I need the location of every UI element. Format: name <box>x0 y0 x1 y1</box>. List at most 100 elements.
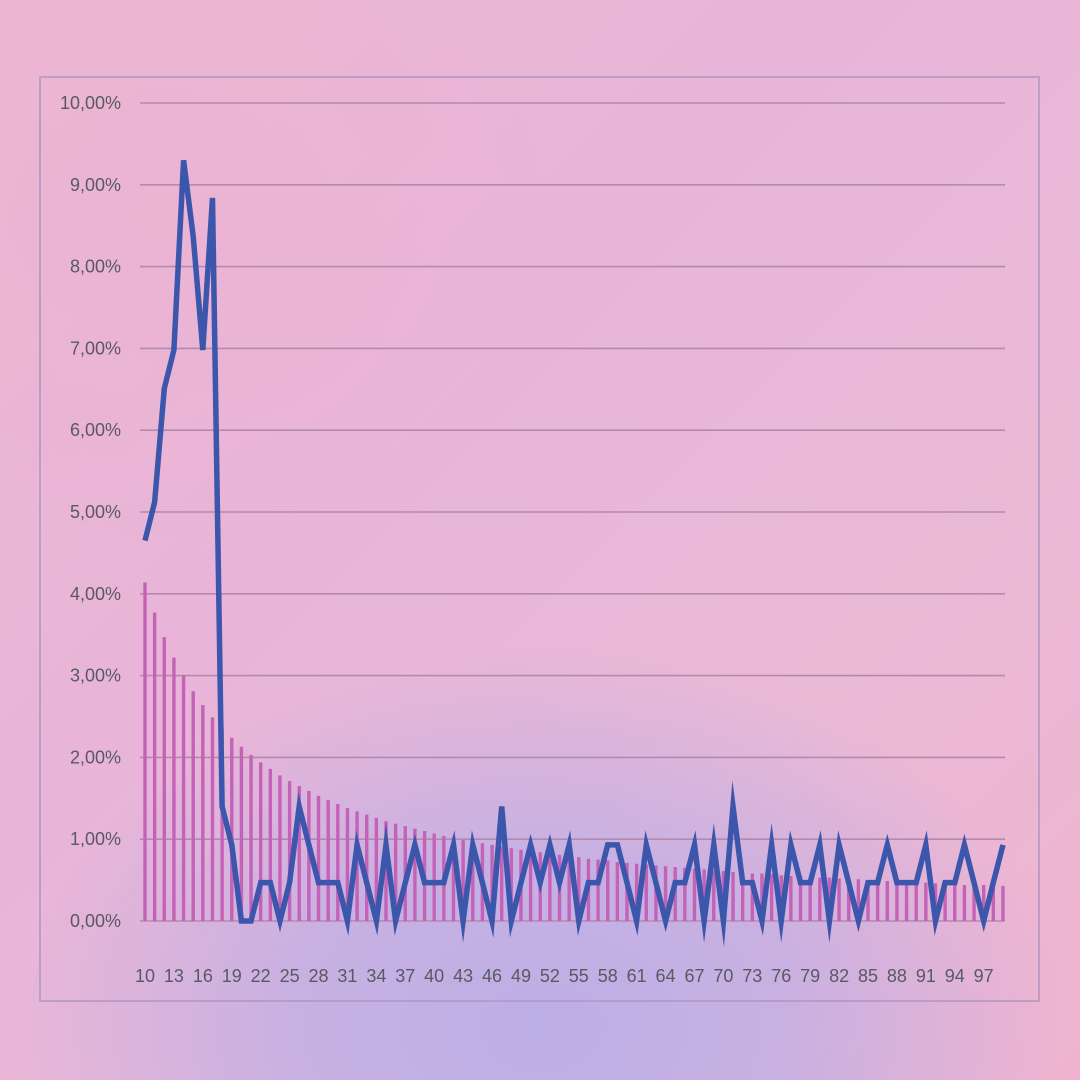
x-tick-label: 97 <box>974 966 994 986</box>
bar <box>943 884 947 921</box>
bar <box>818 877 822 921</box>
x-tick-label: 31 <box>337 966 357 986</box>
x-tick-label: 43 <box>453 966 473 986</box>
chart-frame <box>39 76 1040 1002</box>
bar <box>268 768 273 921</box>
x-tick-label: 25 <box>280 966 300 986</box>
bar <box>451 837 456 921</box>
x-tick-label: 70 <box>713 966 733 986</box>
bar <box>779 875 783 921</box>
bar <box>914 882 918 921</box>
bar <box>287 781 292 921</box>
bar <box>596 859 600 921</box>
bar <box>201 705 205 921</box>
y-tick-label: 2,00% <box>70 747 121 767</box>
bar <box>981 885 986 921</box>
x-tick-label: 79 <box>800 966 820 986</box>
bar <box>577 857 581 921</box>
bar <box>692 868 697 921</box>
bar <box>413 828 417 921</box>
x-tick-label: 10 <box>135 966 155 986</box>
x-tick-label: 16 <box>193 966 213 986</box>
bar <box>875 880 880 921</box>
bar <box>760 873 764 921</box>
line-series-path <box>142 159 1006 948</box>
bar <box>230 737 234 921</box>
x-tick-label: 28 <box>309 966 329 986</box>
bar <box>384 821 388 921</box>
bar <box>615 862 620 921</box>
bar <box>181 675 186 921</box>
bar <box>220 727 224 921</box>
x-tick-label: 61 <box>627 966 647 986</box>
x-tick-label: 46 <box>482 966 502 986</box>
bar <box>509 848 514 921</box>
bar <box>316 795 321 921</box>
x-axis-tick-labels: 10 13 16 19 22 25 28 31 34 37 40 43 46 49 52 55 58 61 64 67… <box>135 966 994 986</box>
x-tick-label: 88 <box>887 966 907 986</box>
bar <box>471 841 475 921</box>
bar <box>239 746 244 921</box>
x-tick-label: 85 <box>858 966 878 986</box>
x-tick-label: 73 <box>742 966 762 986</box>
bar <box>673 867 677 921</box>
bar <box>326 799 330 921</box>
y-tick-label: 4,00% <box>70 584 121 604</box>
bar <box>567 856 571 921</box>
bar <box>991 885 996 921</box>
y-tick-label: 7,00% <box>70 338 121 358</box>
bar <box>904 881 909 921</box>
x-tick-label: 37 <box>395 966 415 986</box>
bar <box>143 582 147 921</box>
bar <box>461 840 465 921</box>
x-tick-label: 91 <box>916 966 936 986</box>
bar <box>490 844 494 921</box>
bar <box>278 775 282 921</box>
bar <box>432 833 436 921</box>
bar <box>1001 885 1005 921</box>
bar <box>712 870 716 921</box>
bar <box>740 872 745 921</box>
x-tick-label: 58 <box>598 966 618 986</box>
y-tick-label: 6,00% <box>70 420 121 440</box>
bar <box>258 762 263 921</box>
x-tick-label: 94 <box>945 966 965 986</box>
bar <box>789 876 793 921</box>
bar <box>885 880 889 921</box>
y-tick-label: 5,00% <box>70 502 121 522</box>
bar <box>683 867 687 921</box>
bar <box>249 754 253 921</box>
bar <box>847 879 851 921</box>
x-tick-label: 34 <box>366 966 386 986</box>
bar <box>528 851 533 921</box>
y-tick-label: 0,00% <box>70 911 121 931</box>
y-tick-label: 10,00% <box>60 93 121 113</box>
bar <box>548 853 552 921</box>
bar <box>731 871 735 921</box>
y-tick-label: 9,00% <box>70 175 121 195</box>
line-series <box>142 159 1006 948</box>
bar <box>191 691 195 921</box>
bar <box>336 804 340 921</box>
x-tick-label: 67 <box>684 966 704 986</box>
bar <box>365 814 369 921</box>
bar <box>663 866 668 921</box>
bar <box>953 884 957 921</box>
bar <box>924 882 928 921</box>
bar <box>393 823 398 921</box>
bar <box>644 864 648 921</box>
y-tick-label: 8,00% <box>70 257 121 277</box>
x-tick-label: 64 <box>656 966 676 986</box>
x-tick-label: 49 <box>511 966 531 986</box>
y-axis-tick-labels: 0,00% 1,00% 2,00% 3,00% 4,00% 5,00% 6,00% 7,00%… <box>60 93 121 931</box>
x-tick-label: 13 <box>164 966 184 986</box>
bar <box>972 885 976 921</box>
bar <box>374 817 379 921</box>
x-tick-label: 19 <box>222 966 242 986</box>
bar <box>345 808 350 921</box>
bar <box>634 863 639 921</box>
x-tick-label: 55 <box>569 966 589 986</box>
x-tick-label: 22 <box>251 966 271 986</box>
bar <box>702 869 706 921</box>
